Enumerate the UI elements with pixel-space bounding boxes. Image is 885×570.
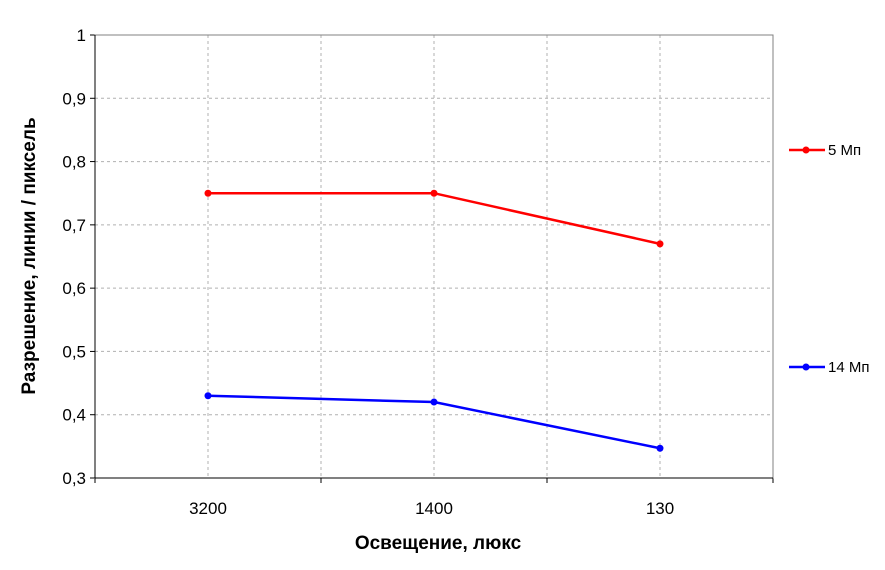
series-group (204, 189, 664, 452)
data-point (656, 240, 664, 248)
x-tick-label: 1400 (415, 499, 453, 518)
axes: 0,3 0,4 0,5 0,6 0,7 0,8 0,9 1 3200 1400 130 (62, 26, 774, 518)
y-tick-label: 1 (77, 26, 86, 45)
legend-label: 14 Мп (828, 359, 869, 376)
y-tick-label: 0,9 (62, 89, 86, 108)
y-axis-label: Разрешение, линии / пиксель (19, 117, 40, 394)
y-tick-label: 0,6 (62, 279, 86, 298)
x-tick-label: 3200 (189, 499, 227, 518)
series-line (208, 191, 661, 246)
data-point (430, 189, 438, 197)
y-tick-label: 0,5 (62, 342, 86, 361)
y-tick-label: 0,3 (62, 469, 86, 488)
data-point (430, 398, 438, 406)
legend-label: 5 Мп (828, 142, 861, 159)
x-tick-label: 130 (646, 499, 674, 518)
y-tick-label: 0,7 (62, 216, 86, 235)
y-tick-label: 0,8 (62, 153, 86, 172)
legend-marker (802, 363, 810, 371)
data-point (656, 444, 664, 452)
data-point (204, 189, 212, 197)
y-tick-label: 0,4 (62, 406, 86, 425)
data-point (204, 392, 212, 400)
legend: 5 Мп 14 Мп (789, 142, 869, 376)
legend-marker (802, 146, 810, 154)
x-axis-label: Освещение, люкс (355, 533, 522, 554)
grid (95, 34, 773, 478)
